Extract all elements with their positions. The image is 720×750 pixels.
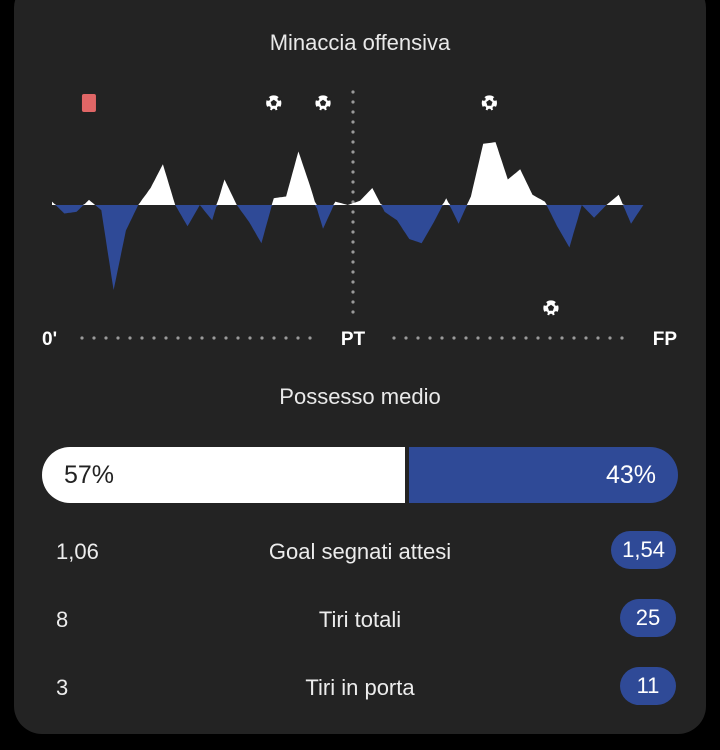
timeline-dot: [224, 336, 228, 340]
timeline-dot: [200, 336, 204, 340]
timeline-dot: [164, 336, 168, 340]
stat-away-badge: 11: [620, 667, 676, 705]
timeline-dot: [560, 336, 564, 340]
timeline-dot: [620, 336, 624, 340]
timeline-dot: [152, 336, 156, 340]
timeline-dot: [80, 336, 84, 340]
axis-label-end: FP: [653, 329, 678, 350]
timeline-dot: [308, 336, 312, 340]
timeline-dot: [536, 336, 540, 340]
halftime-dot: [351, 300, 355, 304]
timeline-dot: [404, 336, 408, 340]
timeline-dot: [284, 336, 288, 340]
possession-home: 57%: [42, 447, 405, 503]
halftime-dot: [351, 290, 355, 294]
halftime-dot: [351, 160, 355, 164]
stat-home-value: 1,06: [56, 539, 99, 564]
halftime-dot: [351, 220, 355, 224]
possession-bar: 57% 43%: [42, 447, 678, 503]
halftime-dot: [351, 190, 355, 194]
timeline-dot: [140, 336, 144, 340]
timeline-dot: [428, 336, 432, 340]
halftime-dot: [351, 240, 355, 244]
halftime-dot: [351, 180, 355, 184]
goal-ball-icon: [314, 94, 332, 113]
timeline-dot: [452, 336, 456, 340]
timeline-dot: [188, 336, 192, 340]
stat-label: Goal segnati attesi: [268, 539, 452, 564]
goal-ball-icon: [542, 299, 560, 318]
goal-ball-icon: [265, 94, 283, 113]
timeline-dot: [296, 336, 300, 340]
momentum-chart: 0' PT FP: [42, 90, 678, 350]
stat-row-shots-on-target: 3 Tiri in porta 11: [0, 667, 720, 707]
timeline-dot: [416, 336, 420, 340]
stat-away-badge: 25: [620, 599, 676, 637]
timeline-dot: [176, 336, 180, 340]
timeline-dot: [92, 336, 96, 340]
halftime-dot: [351, 270, 355, 274]
axis-label-start: 0': [42, 329, 57, 350]
halftime-dot: [351, 170, 355, 174]
momentum-title: Minaccia offensiva: [269, 30, 451, 55]
possession-away: 43%: [408, 447, 678, 503]
stat-label: Tiri totali: [318, 607, 402, 632]
timeline-dot: [104, 336, 108, 340]
timeline-dot: [608, 336, 612, 340]
timeline-dot: [212, 336, 216, 340]
stat-row-shots: 8 Tiri totali 25: [0, 599, 720, 639]
stat-label: Tiri in porta: [305, 675, 415, 700]
halftime-dot: [351, 130, 355, 134]
stat-away-badge: 1,54: [611, 531, 676, 569]
halftime-dot: [351, 200, 355, 204]
halftime-dot: [351, 150, 355, 154]
goal-ball-icon: [480, 94, 498, 113]
red-card-icon: [81, 94, 96, 112]
timeline-dot: [236, 336, 240, 340]
possession-home-label: 57%: [64, 461, 115, 489]
possession-title: Possesso medio: [279, 384, 441, 409]
halftime-dot: [351, 280, 355, 284]
timeline-dot: [572, 336, 576, 340]
timeline-dot: [128, 336, 132, 340]
halftime-dot: [351, 210, 355, 214]
timeline-dot: [584, 336, 588, 340]
halftime-dot: [351, 140, 355, 144]
stat-row-xg: 1,06 Goal segnati attesi 1,54: [0, 531, 720, 571]
halftime-dot: [351, 310, 355, 314]
timeline-dot: [392, 336, 396, 340]
halftime-dot: [351, 120, 355, 124]
momentum-area-away: [52, 205, 668, 290]
possession-divider: [404, 447, 409, 503]
timeline-dot: [260, 336, 264, 340]
timeline-dot: [548, 336, 552, 340]
halftime-dot: [351, 250, 355, 254]
halftime-dot: [351, 100, 355, 104]
timeline-dot: [248, 336, 252, 340]
halftime-dot: [351, 260, 355, 264]
timeline-dot: [116, 336, 120, 340]
timeline-dot: [272, 336, 276, 340]
stat-home-value: 3: [56, 675, 69, 700]
halftime-dot: [351, 90, 355, 94]
halftime-dot: [351, 230, 355, 234]
timeline-dot: [512, 336, 516, 340]
timeline-dot: [596, 336, 600, 340]
timeline-dot: [524, 336, 528, 340]
timeline-dot: [476, 336, 480, 340]
timeline-dot: [440, 336, 444, 340]
momentum-area-home: [52, 142, 668, 205]
timeline-dot: [500, 336, 504, 340]
possession-away-label: 43%: [605, 461, 656, 489]
axis-label-half: PT: [341, 329, 366, 350]
timeline-dot: [488, 336, 492, 340]
match-stats-card: [14, 0, 706, 734]
timeline-dot: [464, 336, 468, 340]
stat-home-value: 8: [56, 607, 69, 632]
halftime-dot: [351, 110, 355, 114]
